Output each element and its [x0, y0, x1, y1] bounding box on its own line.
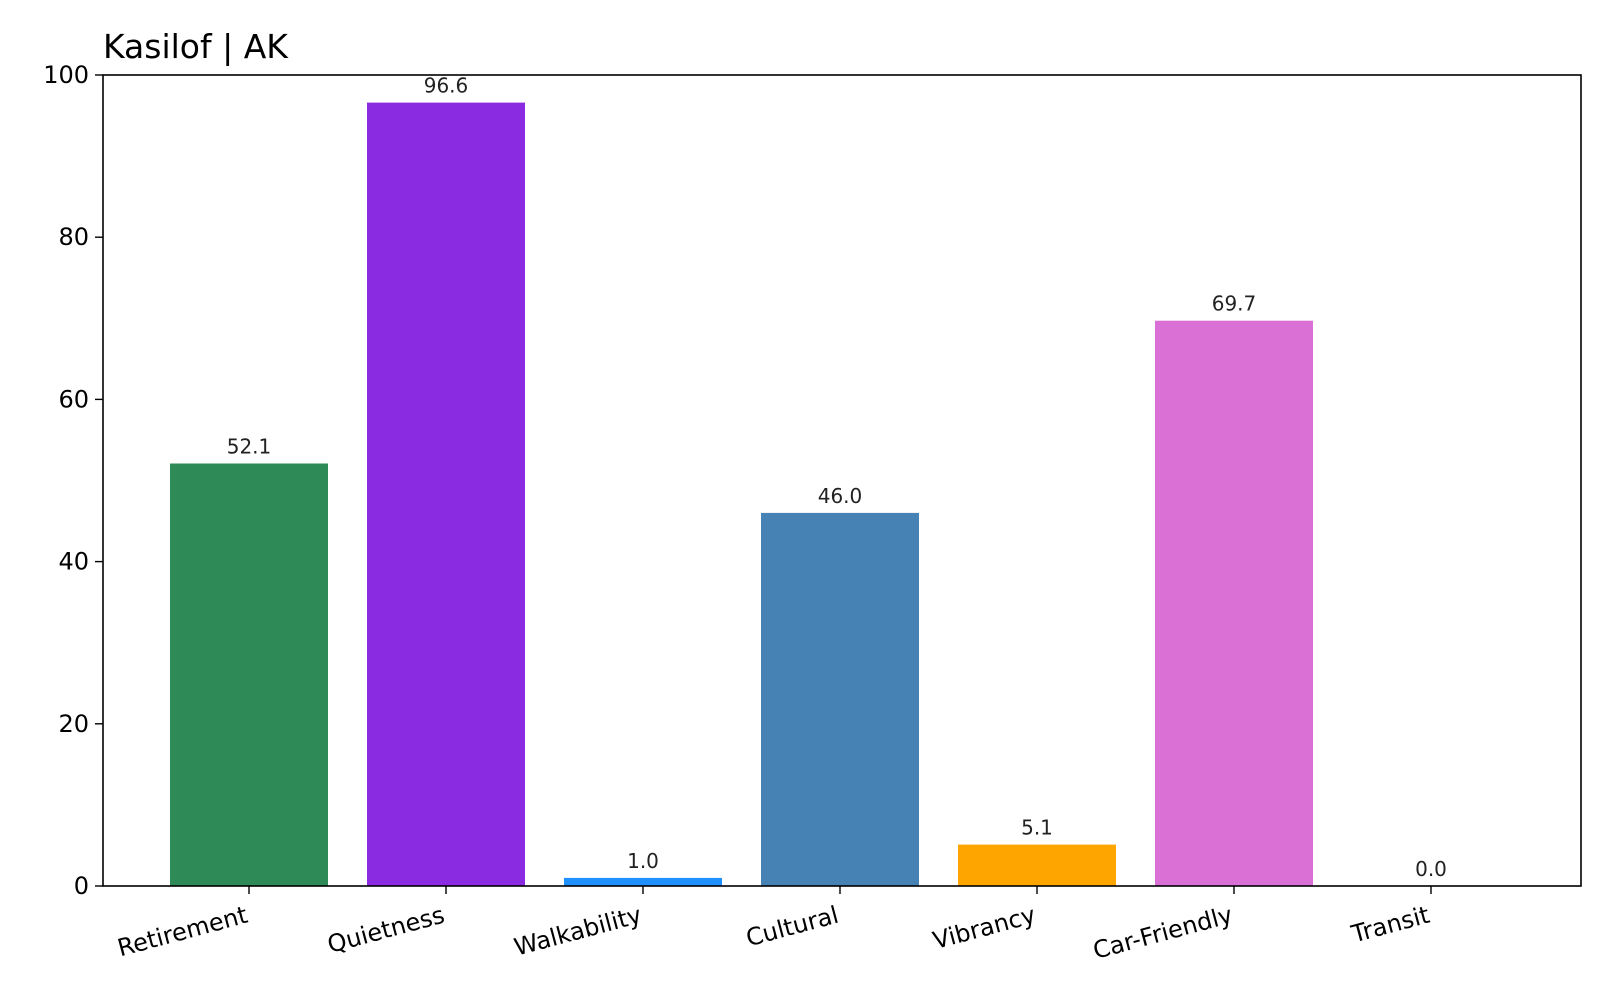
x-tick-label-car-friendly: Car-Friendly — [1090, 901, 1236, 965]
data-label-quietness: 96.6 — [424, 74, 469, 98]
x-tick-label-quietness: Quietness — [324, 901, 447, 959]
y-axis: 0 20 40 60 80 100 — [43, 61, 103, 900]
bar-walkability — [564, 877, 722, 886]
data-labels-layer: 52.1 96.6 1.0 46.0 5.1 69.7 0.0 — [227, 74, 1447, 881]
y-tick-label-100: 100 — [43, 61, 89, 89]
data-label-walkability: 1.0 — [627, 849, 659, 873]
bars-layer — [170, 102, 1313, 887]
data-label-transit: 0.0 — [1415, 857, 1447, 881]
x-tick-label-retirement: Retirement — [115, 901, 251, 963]
data-label-vibrancy: 5.1 — [1021, 816, 1053, 840]
bar-quietness — [367, 102, 525, 887]
y-tick-label-20: 20 — [58, 710, 89, 738]
data-label-retirement: 52.1 — [227, 435, 272, 459]
x-tick-label-walkability: Walkability — [511, 901, 644, 962]
data-label-car-friendly: 69.7 — [1212, 292, 1257, 316]
plot-frame — [102, 74, 1582, 887]
bar-vibrancy — [958, 844, 1116, 886]
bar-retirement — [170, 463, 328, 886]
x-tick-label-vibrancy: Vibrancy — [930, 901, 1039, 955]
bar-car-friendly — [1155, 320, 1313, 886]
y-tick-label-0: 0 — [74, 872, 89, 900]
y-tick-label-80: 80 — [58, 223, 89, 251]
bar-cultural — [761, 512, 919, 886]
y-tick-label-40: 40 — [58, 548, 89, 576]
y-tick-label-60: 60 — [58, 385, 89, 413]
chart-title: Kasilof | AK — [103, 27, 289, 66]
x-tick-label-transit: Transit — [1348, 901, 1433, 949]
x-tick-label-cultural: Cultural — [743, 901, 842, 953]
x-axis: Retirement Quietness Walkability Cultural Vi… — [115, 886, 1433, 965]
data-label-cultural: 46.0 — [818, 484, 863, 508]
